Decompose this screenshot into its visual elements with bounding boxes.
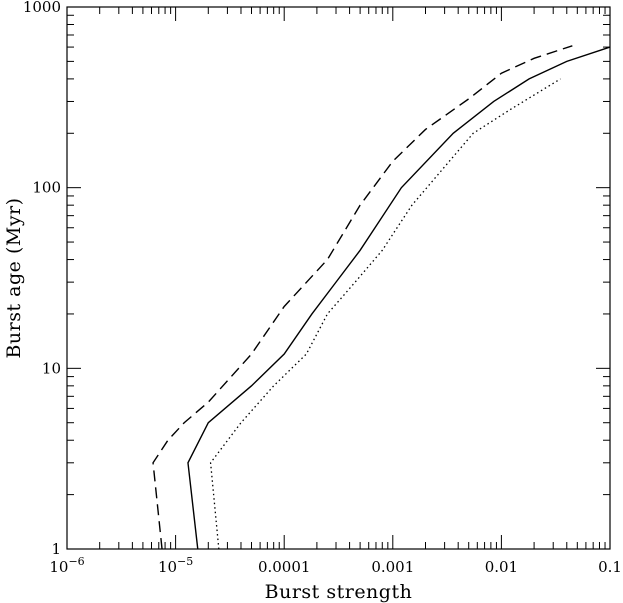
series-dashed-line <box>152 45 573 550</box>
y-tick-label: 1 <box>51 540 61 558</box>
x-tick-label: 10−5 <box>158 555 193 576</box>
series-solid-line <box>187 46 611 550</box>
axis-ticks <box>66 6 611 550</box>
x-tick-label: 0.01 <box>485 558 518 576</box>
x-tick-label: 10−6 <box>49 555 84 576</box>
y-tick-label: 1000 <box>23 0 61 16</box>
y-tick-label: 100 <box>32 179 61 197</box>
x-tick-label: 0.1 <box>598 558 622 576</box>
tick-labels: 10−6 10−5 0.0001 0.001 0.01 0.1 1 10 100 1000 <box>23 0 622 576</box>
y-tick-label: 10 <box>42 359 61 377</box>
series-layer <box>152 45 611 550</box>
x-tick-label: 0.0001 <box>258 558 311 576</box>
x-tick-label: 0.001 <box>371 558 414 576</box>
series-dotted-line <box>209 78 561 550</box>
plot-frame <box>66 6 611 550</box>
y-axis-title: Burst age (Myr) <box>3 197 25 358</box>
x-axis-title: Burst strength <box>265 581 413 603</box>
